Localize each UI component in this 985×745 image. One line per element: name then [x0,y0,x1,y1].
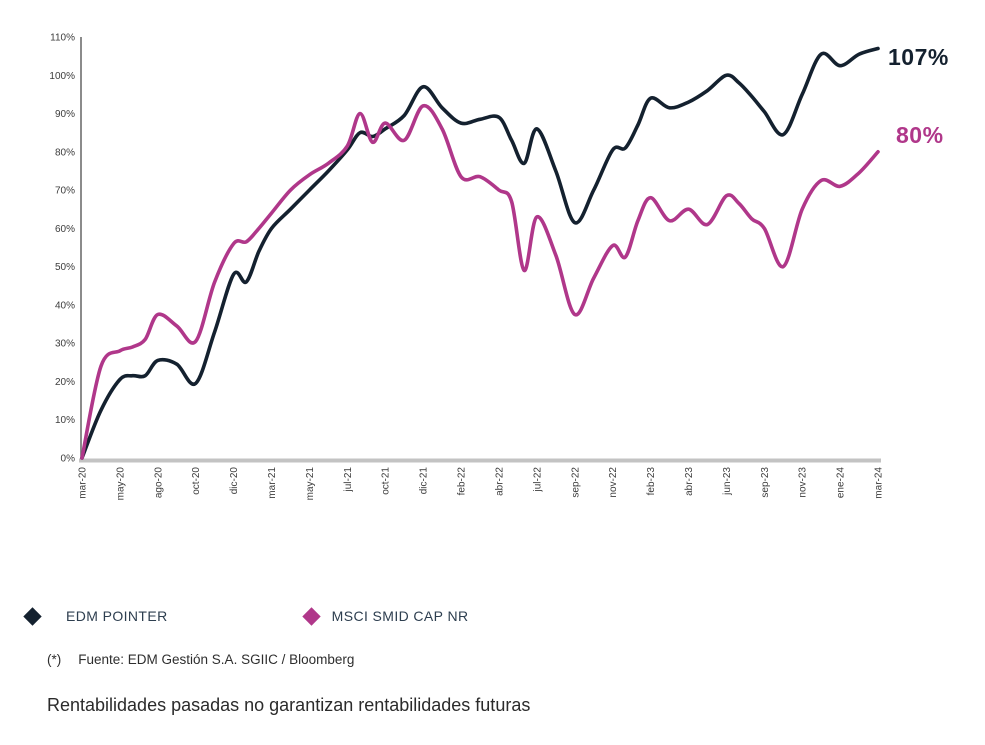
x-tick-label: feb-22 [457,467,468,496]
y-tick-label: 60% [55,224,75,235]
msci-line [80,104,880,460]
chart-legend: EDM POINTER MSCI SMID CAP NR [23,603,469,629]
x-tick-label: nov-23 [798,467,809,498]
y-tick-label: 20% [55,377,75,388]
y-tick-label: 100% [49,71,75,82]
x-tick-label: jul-21 [343,467,354,493]
x-tick-label: dic-21 [419,467,430,495]
y-tick-label: 0% [61,454,76,465]
legend-label-msci: MSCI SMID CAP NR [331,608,469,624]
x-tick-label: may-20 [115,467,126,501]
x-tick-label: jun-23 [722,467,733,496]
x-tick-label: mar-21 [267,467,278,499]
x-tick-label: abr-22 [494,467,505,496]
performance-line-chart: 0% 10% 20% 30% 40% 50% 60% 70% 80% 90% 100% 110% mar… [49,33,885,501]
x-tick-label: oct-21 [381,467,392,495]
edm-pointer-end-value: 107% [888,44,949,70]
y-tick-label: 70% [55,186,75,197]
y-tick-label: 90% [55,109,75,120]
x-tick-label: may-21 [305,467,316,501]
x-tick-label: sep-23 [760,467,771,498]
y-tick-label: 10% [55,415,75,426]
legend-item-msci: MSCI SMID CAP NR [301,606,469,626]
x-tick-label: jul-22 [532,467,543,493]
edm-diamond-icon [23,606,42,626]
footnote-marker: (*) [47,652,62,667]
legend-label-edm: EDM POINTER [66,608,168,624]
x-tick-label: sep-22 [570,467,581,498]
x-tick-label: feb-23 [646,467,657,496]
disclaimer-text: Rentabilidades pasadas no garantizan ren… [47,695,531,715]
msci-end-value: 80% [896,122,944,148]
edm-pointer-line [80,46,880,460]
x-tick-label: oct-20 [191,467,202,495]
x-tick-label: dic-20 [229,467,240,495]
y-tick-label: 50% [55,262,75,273]
x-tick-label: mar-20 [78,467,89,499]
legend-item-edm-pointer: EDM POINTER [23,606,168,626]
y-tick-label: 30% [55,339,75,350]
y-tick-label: 40% [55,300,75,311]
footnote-text: Fuente: EDM Gestión S.A. SGIIC / Bloombe… [78,652,355,667]
x-tick-label: mar-24 [874,467,885,499]
x-tick-label: ene-24 [836,467,847,499]
x-tick-label: nov-22 [608,467,619,498]
y-tick-label: 110% [50,33,75,44]
x-tick-label: abr-23 [684,467,695,496]
source-footnote: (*) Fuente: EDM Gestión S.A. SGIIC / Bloo… [47,652,354,667]
msci-diamond-icon [301,606,321,626]
y-tick-label: 80% [55,147,75,158]
x-tick-label: ago-20 [153,467,164,499]
